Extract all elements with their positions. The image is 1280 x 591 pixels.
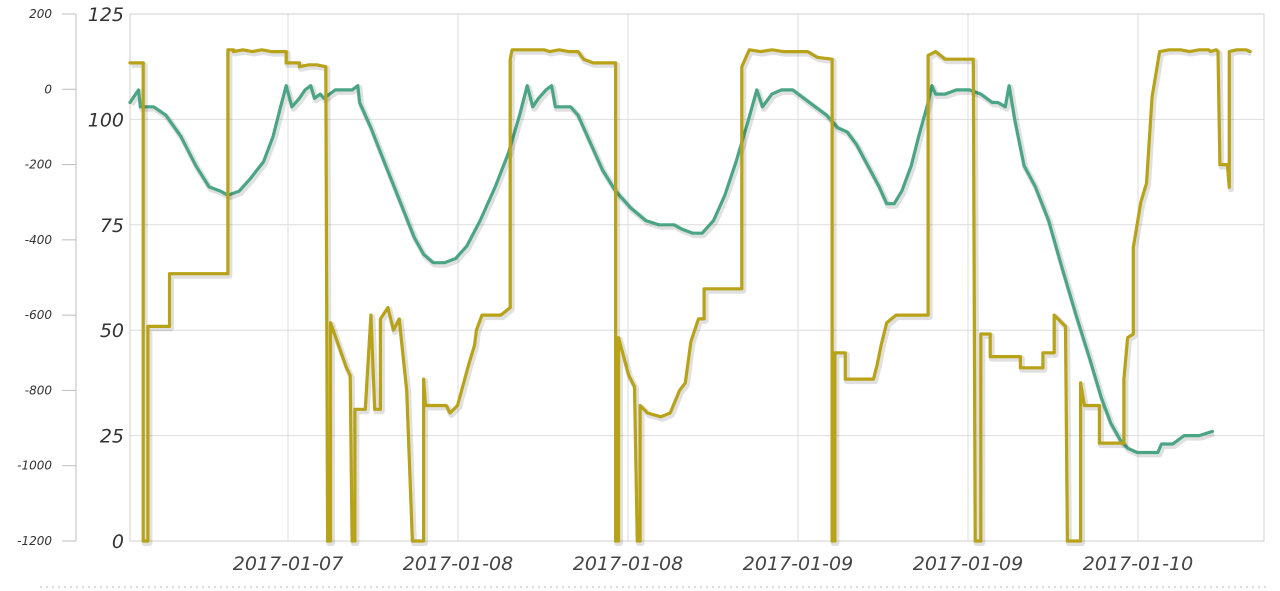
left-tick-label: -800 bbox=[25, 383, 53, 397]
x-tick-label: 2017-01-07 bbox=[233, 553, 343, 575]
left-axis-ticks: 200 0 -200 -400 -600 -800 -1000 -1200 bbox=[17, 7, 76, 548]
value-tick-label: 75 bbox=[100, 215, 124, 237]
series-line-1 bbox=[128, 48, 1252, 543]
x-tick-label: 2017-01-10 bbox=[1083, 553, 1193, 575]
grid bbox=[130, 13, 1264, 542]
right-axis-ticks: 125 100 75 50 25 0 bbox=[88, 4, 124, 553]
left-tick-label: 200 bbox=[29, 7, 52, 21]
left-tick-label: -400 bbox=[25, 233, 53, 247]
x-tick-label: 2017-01-09 bbox=[743, 553, 853, 575]
series bbox=[128, 48, 1253, 546]
plot-frame bbox=[129, 13, 1265, 542]
left-tick-label: 0 bbox=[44, 82, 52, 96]
x-tick-label: 2017-01-09 bbox=[913, 553, 1023, 575]
left-tick-label: -1200 bbox=[17, 534, 52, 548]
value-tick-label: 50 bbox=[100, 320, 124, 342]
value-tick-label: 100 bbox=[88, 109, 124, 131]
x-axis-ticks: 2017-01-07 2017-01-08 2017-01-08 2017-01-09… bbox=[233, 553, 1193, 575]
left-tick-label: -600 bbox=[25, 308, 53, 322]
series-line-0 bbox=[128, 84, 1214, 455]
x-tick-label: 2017-01-08 bbox=[573, 553, 683, 575]
value-tick-label: 125 bbox=[88, 4, 124, 26]
series-shadow bbox=[131, 48, 1253, 546]
value-tick-label: 25 bbox=[100, 426, 124, 448]
x-tick-label: 2017-01-08 bbox=[403, 553, 513, 575]
left-tick-label: -200 bbox=[25, 158, 53, 172]
series-shadow bbox=[129, 84, 1215, 458]
value-tick-label: 0 bbox=[112, 531, 124, 553]
left-tick-label: -1000 bbox=[17, 459, 52, 473]
